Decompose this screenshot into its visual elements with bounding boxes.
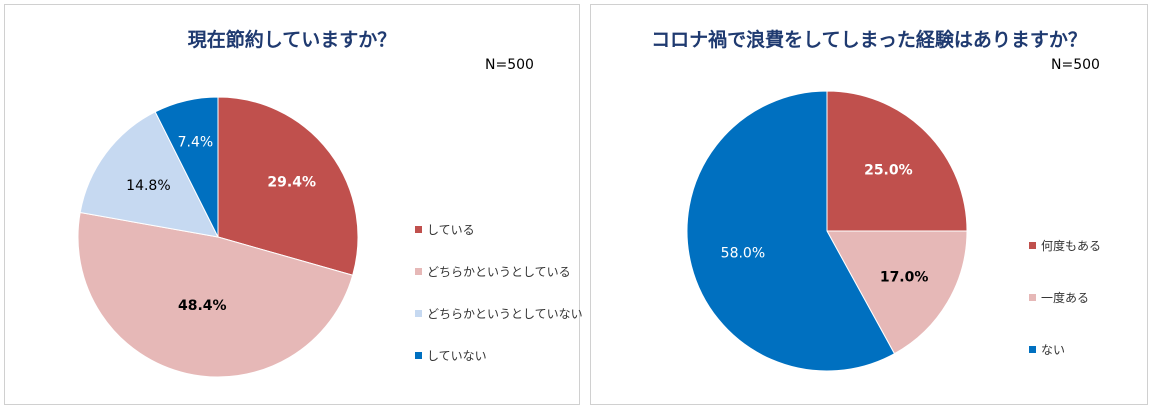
data-label-1: 48.4% [178,298,227,314]
pie-slice-2 [686,90,896,372]
pie-slice-1 [826,230,968,355]
chart-title: コロナ禍で浪費をしてしまった経験はありますか？ [651,29,1087,51]
legend-label: ない [1041,343,1066,357]
legend-label: どちらかというとしていない [427,307,583,321]
legend-label: している [427,223,475,237]
data-label-0: 25.0% [864,163,913,179]
legend-item-0: 何度もある [1029,237,1101,254]
data-label-2: 58.0% [721,246,765,262]
pie-slice-1 [77,211,354,378]
legend-swatch [1029,242,1036,249]
legend-label: 一度ある [1041,291,1090,305]
data-label-0: 29.4% [267,174,316,190]
pie-chart-waste: 25.0% 17.0% 58.0% [686,90,968,372]
pie-slice-0 [826,90,968,232]
pie-slice-2 [79,111,219,238]
data-label-2: 14.8% [126,178,170,194]
legend-item-3: していない [415,347,487,364]
legend-item-1: どちらかというとしている [415,263,571,280]
chart-panel-waste: コロナ禍で浪費をしてしまった経験はありますか？ N=500 25.0% 17.0%… [590,4,1148,405]
legend-swatch [415,352,422,359]
chart-panel-saving: 現在節約していますか？ N=500 29.4% 48.4% 14.8% 7.4% して… [4,4,583,405]
data-label-1: 17.0% [880,270,929,286]
pie-chart-saving: 29.4% 48.4% 14.8% 7.4% [77,96,359,378]
legend-label: 何度もある [1041,239,1102,253]
legend-item-0: している [415,221,475,238]
legend-label: していない [427,349,487,363]
legend-item-2: どちらかというとしていない [415,305,583,322]
pie-slice-3 [154,96,219,238]
legend-swatch [415,268,422,275]
data-label-3: 7.4% [178,135,214,151]
pie-slice-0 [217,96,359,276]
chart-title: 現在節約していますか？ [187,29,397,51]
legend-item-2: ない [1029,341,1065,358]
legend-swatch [1029,346,1036,353]
legend-swatch [415,310,422,317]
sample-size-label: N=500 [485,57,534,73]
legend-swatch [1029,294,1036,301]
legend-item-1: 一度ある [1029,289,1089,306]
sample-size-label: N=500 [1051,57,1100,73]
legend-swatch [415,226,422,233]
legend-label: どちらかというとしている [427,265,571,279]
